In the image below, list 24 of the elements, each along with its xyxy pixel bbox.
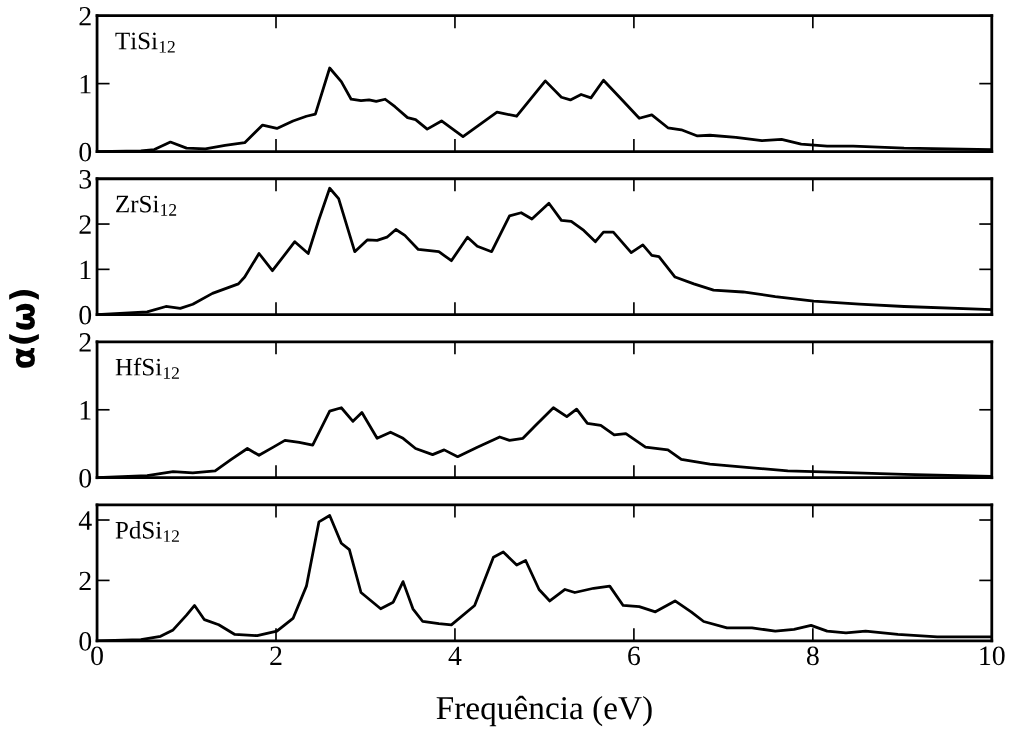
y-tick-label: 2 bbox=[79, 6, 91, 26]
y-tick-label: 2 bbox=[79, 215, 91, 234]
y-tick-label: 0 bbox=[79, 631, 92, 651]
x-axis-title: Frequência (eV) bbox=[436, 695, 652, 727]
y-tick-label: 2 bbox=[79, 333, 91, 352]
y-tick-label: 1 bbox=[80, 260, 91, 279]
y-tick-label: 3 bbox=[79, 169, 92, 189]
x-tick-label: 10 bbox=[980, 646, 1005, 666]
y-tick-label: 0 bbox=[79, 468, 92, 488]
y-tick-label: 4 bbox=[78, 511, 92, 530]
x-tick-label: 2 bbox=[270, 646, 282, 665]
annotation: ZrSi$_{12}$ bbox=[116, 195, 177, 216]
y-tick-label: 1 bbox=[80, 401, 91, 420]
x-tick-label: 8 bbox=[806, 646, 819, 666]
y-tick-label: 0 bbox=[79, 305, 92, 325]
y-axis-title: α(ω) bbox=[9, 289, 39, 368]
x-tick-label: 4 bbox=[448, 646, 462, 665]
annotation: HfSi$_{12}$ bbox=[115, 357, 179, 379]
annotation: PdSi$_{12}$ bbox=[115, 521, 179, 542]
y-tick-label: 0 bbox=[79, 142, 92, 162]
y-tick-label: 2 bbox=[79, 571, 91, 591]
annotation: TiSi$_{12}$ bbox=[115, 32, 175, 53]
y-tick-label: 1 bbox=[80, 74, 91, 94]
x-tick-label: 6 bbox=[628, 646, 641, 666]
